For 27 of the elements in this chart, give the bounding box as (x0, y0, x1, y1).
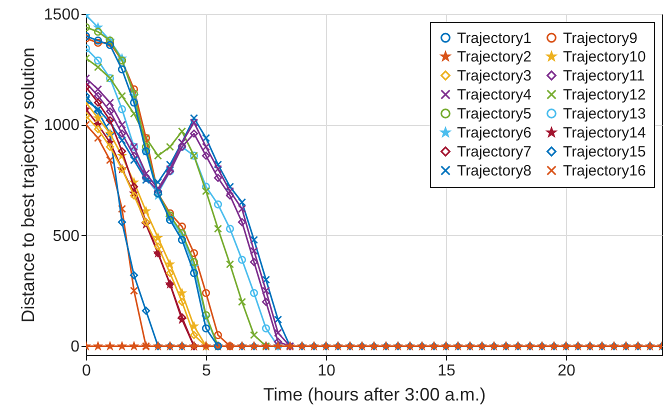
y-axis-title: Distance to best trajectory solution (18, 47, 38, 323)
x-tick-label: 5 (202, 362, 212, 380)
legend-label: Trajectory16 (563, 162, 646, 180)
legend-label: Trajectory7 (457, 144, 532, 160)
x-tick-label: 15 (438, 362, 456, 380)
legend-label: Trajectory9 (563, 30, 638, 47)
y-tick-label: 1500 (44, 6, 80, 24)
legend-label: Trajectory14 (563, 124, 646, 142)
legend-label: Trajectory12 (563, 86, 646, 104)
legend-label: Trajectory3 (457, 68, 532, 84)
y-tick-label: 1000 (44, 117, 80, 134)
x-axis-title: Time (hours after 3:00 a.m.) (263, 384, 486, 404)
x-tick-label: 20 (558, 362, 576, 380)
legend-label: Trajectory1 (457, 30, 532, 47)
legend-label: Trajectory10 (563, 48, 646, 66)
legend-label: Trajectory11 (563, 68, 645, 84)
legend-label: Trajectory6 (457, 124, 532, 142)
legend-label: Trajectory15 (563, 144, 646, 160)
legend-label: Trajectory13 (563, 106, 646, 122)
x-tick-label: 0 (82, 362, 92, 380)
legend-label: Trajectory8 (457, 162, 532, 180)
y-tick-label: 500 (52, 228, 80, 245)
x-tick-label: 10 (318, 362, 336, 380)
legend-label: Trajectory2 (457, 48, 532, 66)
legend-label: Trajectory4 (457, 86, 532, 104)
y-tick-label: 0 (70, 338, 80, 356)
legend-label: Trajectory5 (457, 106, 532, 122)
